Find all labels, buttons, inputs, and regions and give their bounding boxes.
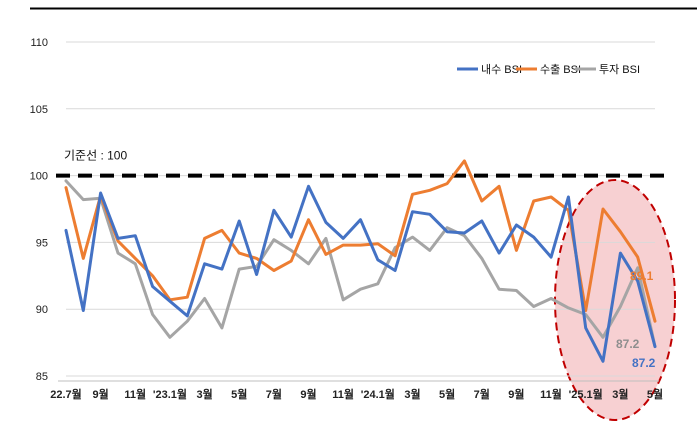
grid <box>66 41 655 377</box>
x-tick-label: 7월 <box>474 387 490 401</box>
x-tick-label: '23.1월 <box>153 387 187 401</box>
series-line-investment <box>64 179 657 349</box>
x-tick-label: 11월 <box>332 387 354 401</box>
y-axis: 85 90 95 100 105 110 <box>30 37 48 383</box>
highlight-ellipse <box>554 179 676 421</box>
end-label-export: 89.1 <box>630 269 654 283</box>
y-tick-label: 85 <box>36 371 48 383</box>
x-tick-label: '24.1월 <box>361 387 395 401</box>
x-tick-label: 9월 <box>300 387 316 401</box>
x-tick-label: 9월 <box>93 387 109 401</box>
series-line-export <box>64 159 657 323</box>
legend: 내수 BSI 수출 BSI 투자 BSI <box>457 63 640 76</box>
x-tick-label: 22.7월 <box>50 387 82 401</box>
x-axis: 22.7월 9월 11월 '23.1월 3월 5월 7월 9월 11월 '24.1월 3월 5월 7월 9… <box>50 380 663 401</box>
legend-label-investment: 투자 BSI <box>599 63 640 76</box>
legend-label-export: 수출 BSI <box>540 63 581 76</box>
series-line-domestic <box>64 184 657 363</box>
reference-line-label: 기준선 : 100 <box>64 149 127 163</box>
reference-line-group: 기준선 : 100 <box>56 149 665 178</box>
x-tick-label: 5월 <box>231 387 247 401</box>
x-tick-label: 9월 <box>508 387 524 401</box>
y-tick-label: 90 <box>36 304 48 316</box>
y-tick-label: 105 <box>30 104 48 116</box>
x-tick-label: 3월 <box>196 387 212 401</box>
x-tick-label: 3월 <box>404 387 420 401</box>
x-tick-label: '25.1월 <box>569 387 603 401</box>
x-tick-label: 5월 <box>439 387 455 401</box>
x-tick-label: 11월 <box>124 387 146 401</box>
end-label-investment: 87.2 <box>616 337 640 351</box>
end-label-domestic: 87.2 <box>632 356 656 370</box>
series-group <box>64 159 657 363</box>
x-tick-label: 11월 <box>540 387 562 401</box>
x-tick-label: 3월 <box>612 387 628 401</box>
x-tick-label: 5월 <box>647 387 663 401</box>
y-tick-label: 100 <box>30 171 48 183</box>
x-tick-label: 7월 <box>266 387 282 401</box>
legend-label-domestic: 내수 BSI <box>481 63 522 76</box>
y-tick-label: 95 <box>36 237 48 249</box>
y-tick-label: 110 <box>30 37 48 49</box>
